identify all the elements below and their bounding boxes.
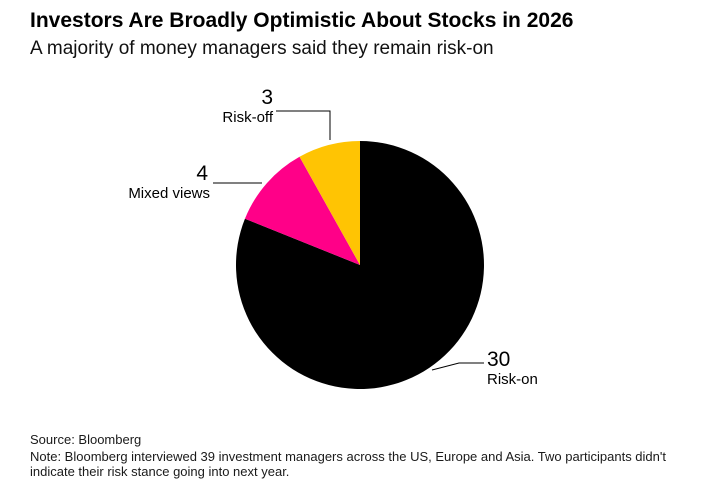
chart-subtitle: A majority of money managers said they r… — [30, 38, 494, 59]
note-text: Note: Bloomberg interviewed 39 investmen… — [30, 448, 666, 480]
leader-line-risk-off — [276, 110, 331, 140]
chart-title: Investors Are Broadly Optimistic About S… — [30, 9, 574, 32]
source-text: Source: Bloomberg — [30, 432, 142, 447]
callout-value-risk-on: 30 — [487, 348, 511, 371]
pie-slice-risk-on — [235, 141, 484, 390]
leader-line-risk-on — [431, 362, 484, 371]
callout-label-mixed-views: Mixed views — [128, 185, 210, 202]
callout-label-risk-on: Risk-on — [487, 371, 538, 388]
pie-slice-risk-off — [299, 141, 360, 265]
callout-value-risk-off: 3 — [261, 86, 273, 109]
pie-slices — [235, 141, 484, 390]
pie-slice-mixed-views — [244, 156, 360, 265]
callout-label-risk-off: Risk-off — [222, 109, 273, 126]
chart-footer: Source: Bloomberg Note: Bloomberg interv… — [30, 432, 702, 480]
callout-value-mixed-views: 4 — [196, 162, 208, 185]
